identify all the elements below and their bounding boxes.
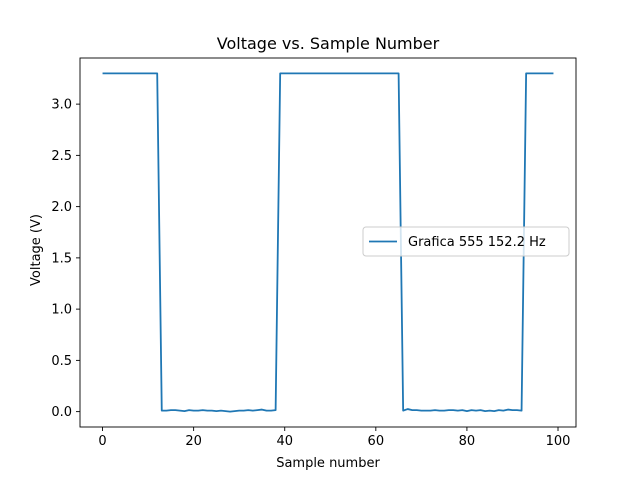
legend-box bbox=[362, 226, 570, 257]
y-tick-label: 0.5 bbox=[51, 354, 72, 369]
x-tick-label: 100 bbox=[546, 434, 571, 449]
y-axis-ticks: 0.0 0.5 1.0 1.5 2.0 2.5 3.0 bbox=[51, 98, 80, 420]
legend: Grafica 555 152.2 Hz bbox=[362, 226, 570, 257]
chart-title: Voltage vs. Sample Number bbox=[217, 34, 440, 53]
x-tick-label: 40 bbox=[276, 434, 293, 449]
plot-area bbox=[79, 57, 577, 428]
y-axis-label: Voltage (V) bbox=[29, 214, 44, 286]
x-axis-ticks: 0 20 40 60 80 100 bbox=[98, 427, 570, 449]
x-tick-label: 80 bbox=[459, 434, 476, 449]
x-tick-label: 20 bbox=[185, 434, 202, 449]
y-tick-label: 2.5 bbox=[51, 149, 72, 164]
y-tick-label: 1.0 bbox=[51, 303, 72, 318]
y-tick-label: 3.0 bbox=[51, 98, 72, 113]
series-line bbox=[102, 72, 554, 413]
x-tick-label: 0 bbox=[98, 434, 106, 449]
x-axis-label: Sample number bbox=[276, 456, 380, 471]
y-tick-label: 0.0 bbox=[51, 405, 72, 420]
y-tick-label: 2.0 bbox=[51, 200, 72, 215]
x-tick-label: 60 bbox=[368, 434, 385, 449]
series-layer bbox=[102, 72, 554, 413]
axes-frame bbox=[79, 57, 577, 428]
y-tick-label: 1.5 bbox=[51, 251, 72, 266]
legend-entry-label: Grafica 555 152.2 Hz bbox=[408, 235, 546, 250]
